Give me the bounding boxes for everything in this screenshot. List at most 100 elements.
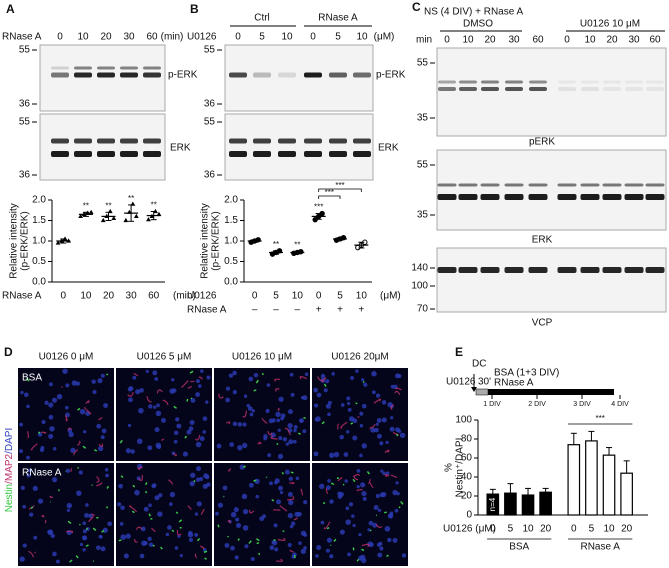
- day-label: 3 DIV: [573, 401, 591, 408]
- lane-label: 10: [356, 32, 368, 43]
- nucleus: [381, 400, 387, 405]
- nucleus: [304, 372, 309, 376]
- nucleus: [229, 442, 235, 447]
- point: [156, 211, 162, 216]
- nucleus: [224, 543, 230, 548]
- nucleus: [197, 384, 202, 388]
- band: [528, 194, 548, 200]
- nucleus: [248, 376, 254, 382]
- map2-cell: [242, 410, 247, 418]
- bracket-label: ***: [325, 188, 334, 197]
- nestin-cell: [120, 475, 124, 478]
- nestin-cell: [361, 548, 365, 552]
- nucleus: [339, 434, 344, 440]
- map2-cell: [340, 421, 348, 429]
- nucleus: [345, 430, 350, 434]
- nucleus: [315, 554, 319, 558]
- nucleus: [263, 436, 267, 441]
- nucleus: [350, 375, 355, 380]
- band: [353, 138, 371, 144]
- nucleus: [284, 469, 290, 475]
- band: [529, 80, 547, 84]
- nestin-cell: [355, 402, 358, 405]
- nestin-cell: [256, 542, 260, 545]
- band: [74, 72, 92, 78]
- mw-label: 36: [19, 170, 31, 181]
- nucleus: [343, 452, 349, 457]
- error-bar: [489, 488, 496, 495]
- nestin-cell: [350, 422, 354, 425]
- error-bar: [588, 430, 595, 441]
- nucleus: [182, 451, 188, 457]
- map2-cell: [70, 468, 73, 472]
- nucleus: [282, 437, 288, 442]
- nucleus: [51, 477, 58, 483]
- row-label: BSA: [22, 373, 42, 384]
- nestin-cell: [281, 471, 284, 475]
- band: [504, 267, 524, 273]
- nucleus: [26, 473, 31, 478]
- error-bar: [542, 487, 549, 493]
- mw-label: 36: [204, 99, 216, 110]
- nucleus: [325, 548, 330, 553]
- nucleus: [52, 447, 57, 451]
- map2-cell: [267, 430, 273, 436]
- nucleus: [358, 555, 364, 561]
- nucleus: [176, 423, 182, 429]
- nestin-cell: [67, 520, 72, 525]
- nucleus: [275, 411, 281, 418]
- nucleus: [230, 511, 237, 518]
- band: [624, 183, 644, 187]
- nucleus: [378, 541, 383, 546]
- blot: [436, 47, 667, 137]
- nucleus: [100, 373, 105, 378]
- map2-cell: [41, 514, 45, 518]
- nestin-cell: [253, 479, 257, 482]
- nestin-cell: [26, 377, 30, 382]
- nucleus: [287, 542, 292, 548]
- band: [97, 151, 115, 157]
- nucleus: [375, 422, 379, 426]
- nucleus: [41, 420, 46, 425]
- nucleus: [379, 546, 384, 551]
- nucleus: [82, 529, 87, 534]
- lane-label: 0: [564, 35, 570, 46]
- map2-cell: [337, 423, 340, 430]
- map2-cell: [277, 537, 286, 541]
- group-label: DMSO: [463, 19, 493, 30]
- map2-cell: [135, 526, 143, 530]
- x-tick-label: 0: [61, 291, 67, 302]
- bar: [567, 444, 581, 516]
- nucleus: [22, 543, 27, 548]
- point: [123, 217, 129, 223]
- x-axis-unit: (min): [173, 291, 196, 302]
- nucleus: [243, 394, 248, 398]
- band: [253, 138, 271, 144]
- nestin-cell: [118, 539, 122, 542]
- nucleus: [269, 545, 275, 551]
- lane-label: 60: [146, 32, 158, 43]
- band: [645, 267, 665, 273]
- y-tick-label: 2.0: [224, 195, 238, 206]
- y-tick-label: 60: [461, 453, 473, 464]
- map2-cell: [257, 441, 262, 445]
- nucleus: [157, 511, 163, 517]
- nucleus: [359, 453, 363, 458]
- nucleus: [254, 478, 260, 484]
- nucleus: [136, 438, 143, 445]
- blot: [224, 44, 374, 112]
- band: [438, 87, 456, 91]
- nucleus: [280, 413, 286, 419]
- band: [143, 151, 161, 157]
- map2-cell: [199, 545, 205, 550]
- mw-label: 100: [411, 281, 428, 292]
- day-label: 4 DIV: [611, 401, 629, 408]
- lane-label: 10: [584, 35, 596, 46]
- nestin-cell: [217, 524, 220, 528]
- mw-label: 36: [19, 99, 31, 110]
- band: [304, 138, 322, 144]
- map2-cell: [316, 376, 323, 382]
- band: [229, 72, 247, 78]
- band: [458, 194, 478, 200]
- nucleus: [291, 521, 296, 526]
